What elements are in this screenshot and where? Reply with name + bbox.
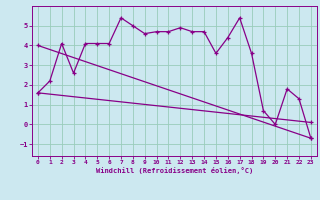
- X-axis label: Windchill (Refroidissement éolien,°C): Windchill (Refroidissement éolien,°C): [96, 167, 253, 174]
